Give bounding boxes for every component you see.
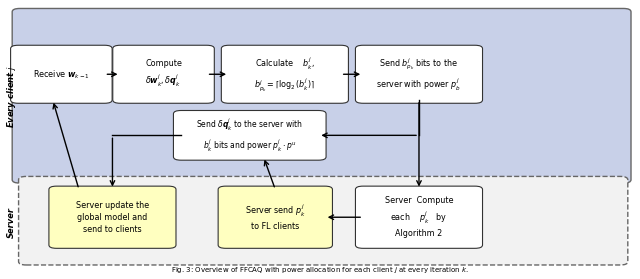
Text: Server: Server <box>7 207 16 238</box>
Text: Fig. 3: Overview of FFCAQ with power allocation for each client $j$ at every ite: Fig. 3: Overview of FFCAQ with power all… <box>171 265 469 275</box>
Text: Calculate    $b^j_k$,
$b^j_{p_k}=\lceil\log_2(b^j_k)\rceil$: Calculate $b^j_k$, $b^j_{p_k}=\lceil\log… <box>255 56 316 93</box>
FancyBboxPatch shape <box>173 110 326 160</box>
FancyBboxPatch shape <box>218 186 332 248</box>
FancyBboxPatch shape <box>355 45 483 103</box>
Text: Every client $j$: Every client $j$ <box>5 65 18 128</box>
Text: Receive $\boldsymbol{w}_{k-1}$: Receive $\boldsymbol{w}_{k-1}$ <box>33 68 90 81</box>
Text: Server send $p^j_k$
to FL clients: Server send $p^j_k$ to FL clients <box>244 203 306 231</box>
FancyBboxPatch shape <box>49 186 176 248</box>
Text: Server  Compute
each    $p^j_k$   by
Algorithm 2: Server Compute each $p^j_k$ by Algorithm… <box>385 196 453 238</box>
FancyBboxPatch shape <box>11 45 112 103</box>
Text: Send $\delta\boldsymbol{q}^j_k$ to the server with
$b^j_k$ bits and power $p^j_k: Send $\delta\boldsymbol{q}^j_k$ to the s… <box>196 117 303 154</box>
Text: Compute
$\delta\boldsymbol{w}^j_k, \delta\boldsymbol{q}^j_k$: Compute $\delta\boldsymbol{w}^j_k, \delt… <box>145 59 182 89</box>
FancyBboxPatch shape <box>221 45 348 103</box>
FancyBboxPatch shape <box>19 176 628 265</box>
Text: Server update the
global model and
send to clients: Server update the global model and send … <box>76 201 149 234</box>
FancyBboxPatch shape <box>12 8 631 183</box>
Text: Send $b^j_{p_k}$ bits to the
server with power $p^j_b$: Send $b^j_{p_k}$ bits to the server with… <box>376 56 461 93</box>
FancyBboxPatch shape <box>355 186 483 248</box>
FancyBboxPatch shape <box>113 45 214 103</box>
